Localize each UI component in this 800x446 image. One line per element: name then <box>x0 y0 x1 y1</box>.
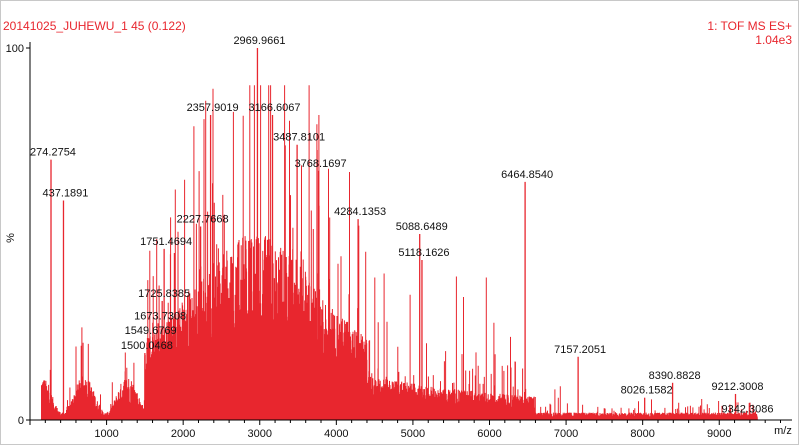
peak-label-9: 2969.9661 <box>233 35 285 47</box>
peak-label-6: 1751.4694 <box>140 236 192 248</box>
x-tick-label-0: 1000 <box>94 428 118 440</box>
peak-label-17: 7157.2051 <box>554 344 606 356</box>
x-tick-label-3: 4000 <box>324 428 348 440</box>
peak-label-16: 6464.8540 <box>501 169 553 181</box>
sample-info: 20141025_JUHEWU_1 45 (0.122) <box>3 19 186 33</box>
scan-function: 1: TOF MS ES+ <box>707 19 792 33</box>
peak-label-14: 5088.6489 <box>396 221 448 233</box>
peak-label-11: 3487.8101 <box>273 132 325 144</box>
peak-label-8: 2357.9019 <box>187 102 239 114</box>
x-axis-label: m/z <box>774 425 792 437</box>
peak-label-19: 8390.8828 <box>649 370 701 382</box>
peak-label-0: 274.2754 <box>30 147 76 159</box>
y-axis-label: % <box>5 233 17 243</box>
peak-label-15: 5118.1626 <box>398 247 449 259</box>
peak-label-12: 3768.1697 <box>295 158 347 170</box>
peak-label-13: 4284.1353 <box>334 206 386 218</box>
peak-label-18: 8026.1582 <box>621 385 673 397</box>
peak-label-4: 1673.7308 <box>134 310 186 322</box>
x-tick-label-6: 7000 <box>554 428 578 440</box>
peak-label-10: 3166.6067 <box>249 102 301 114</box>
peak-label-2: 1500.0468 <box>121 340 173 352</box>
x-tick-label-2: 3000 <box>248 428 272 440</box>
peak-label-21: 9342.3086 <box>721 403 773 415</box>
peak-label-3: 1549.6769 <box>125 325 177 337</box>
x-tick-label-1: 2000 <box>171 428 195 440</box>
y-tick-label-1: 100 <box>6 43 24 55</box>
y-tick-label-0: 0 <box>18 415 24 427</box>
intensity-scale: 1.04e3 <box>755 33 792 47</box>
peak-labels: 274.2754 437.1891 1500.0468 1549.6769 1673.7… <box>30 35 773 415</box>
peak-label-5: 1725.8385 <box>138 288 190 300</box>
peak-label-1: 437.1891 <box>43 188 89 200</box>
x-tick-label-4: 5000 <box>401 428 425 440</box>
x-tick-label-5: 6000 <box>477 428 501 440</box>
x-tick-label-7: 8000 <box>630 428 654 440</box>
peak-label-7: 2227.7668 <box>177 214 229 226</box>
labeled-peaks <box>50 48 747 420</box>
peak-label-20: 9212.3008 <box>712 381 764 393</box>
axes: 1000 2000 3000 4000 5000 6000 7000 8000 9000 0 100… <box>5 42 792 440</box>
x-tick-label-8: 9000 <box>707 428 731 440</box>
